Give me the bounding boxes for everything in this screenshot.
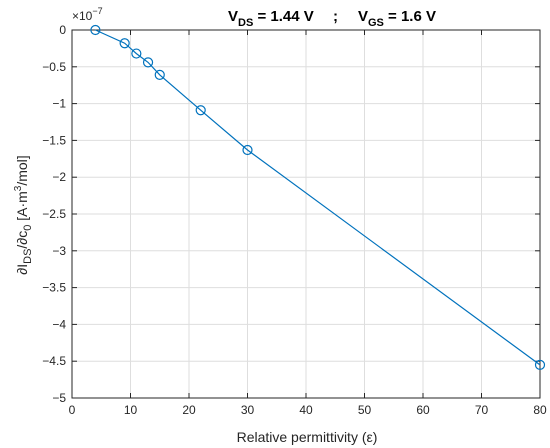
y-label-sub2: 0 bbox=[22, 225, 34, 231]
data-point-marker bbox=[195, 105, 206, 116]
data-point-marker bbox=[534, 359, 546, 370]
data-point-marker bbox=[142, 57, 154, 68]
y-tick-label: −0.5 bbox=[42, 60, 66, 74]
title-separator: ; bbox=[333, 8, 338, 25]
data-point-marker bbox=[131, 48, 142, 59]
x-tick-label: 80 bbox=[533, 403, 547, 417]
y-tick-label: −4.5 bbox=[42, 354, 66, 368]
y-tick-label: 0 bbox=[59, 23, 66, 37]
y-label-sub1: DS bbox=[22, 249, 34, 264]
y-label-sup: 3 bbox=[13, 185, 24, 191]
x-axis-label: Relative permittivity (ε) bbox=[237, 429, 378, 445]
y-label-part1: ∂I bbox=[14, 264, 30, 275]
grid bbox=[71, 29, 541, 399]
x-tick-label: 50 bbox=[358, 403, 372, 417]
x-tick-label: 20 bbox=[182, 403, 196, 417]
y-tick-label: −3.5 bbox=[42, 281, 66, 295]
series-line bbox=[95, 29, 541, 366]
x-tick-label: 0 bbox=[69, 403, 76, 417]
y-tick-label: −2.5 bbox=[42, 207, 66, 221]
title-vds-subscript: DS bbox=[238, 17, 253, 29]
title-vgs-symbol: V bbox=[358, 8, 368, 25]
y-tick-label: −3 bbox=[52, 244, 66, 258]
y-label-part2: /∂c bbox=[14, 231, 30, 249]
title-vds-value: = 1.44 V bbox=[253, 8, 313, 25]
axis-ticks: 0 10 20 30 40 50 60 70 80 0 −0.5 −1 −1.5 −2 −2.5 −3 −3.5… bbox=[42, 23, 547, 417]
plot-area-frame bbox=[71, 29, 541, 399]
data-point-marker bbox=[90, 24, 101, 36]
x-tick-label: 70 bbox=[475, 403, 489, 417]
y-tick-label: −1 bbox=[52, 97, 66, 111]
y-label-part3: [A·m bbox=[14, 191, 30, 224]
x-tick-label: 40 bbox=[299, 403, 313, 417]
data-point-marker bbox=[154, 69, 165, 80]
y-exponent-power: −7 bbox=[92, 6, 102, 16]
x-tick-label: 30 bbox=[241, 403, 255, 417]
y-exponent-base: ×10 bbox=[72, 9, 93, 23]
chart-title: VDS = 1.44 V; VGS = 1.6 V bbox=[228, 8, 436, 29]
y-tick-label: −4 bbox=[52, 317, 66, 331]
data-point-marker bbox=[119, 38, 130, 49]
x-tick-label: 10 bbox=[124, 403, 138, 417]
y-axis-label: ∂IDS/∂c0 [A·m3/mol] bbox=[13, 155, 34, 274]
title-vgs-value: = 1.6 V bbox=[384, 8, 436, 25]
y-tick-label: −1.5 bbox=[42, 133, 66, 147]
data-point-marker bbox=[242, 144, 253, 156]
title-vds-symbol: V bbox=[228, 8, 238, 25]
y-tick-label: −5 bbox=[52, 391, 66, 405]
title-vgs-subscript: GS bbox=[368, 17, 384, 29]
y-label-part4: /mol] bbox=[14, 155, 30, 185]
y-axis-exponent: ×10−7 bbox=[72, 6, 103, 23]
series-layer bbox=[90, 24, 546, 370]
x-tick-label: 60 bbox=[416, 403, 430, 417]
y-tick-label: −2 bbox=[52, 170, 66, 184]
